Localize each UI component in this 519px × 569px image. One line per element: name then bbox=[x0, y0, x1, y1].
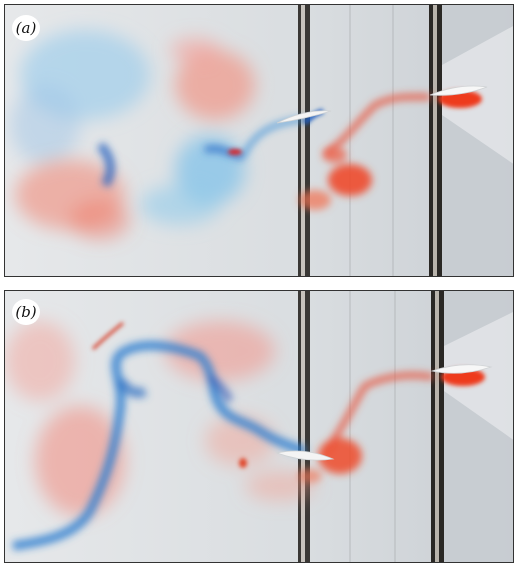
panel-b: (b) bbox=[4, 290, 514, 563]
dye-light-blue bbox=[10, 30, 245, 225]
panel-b-photo bbox=[5, 291, 513, 562]
airfoil-rear bbox=[429, 85, 488, 96]
dye-light-red bbox=[15, 38, 255, 240]
panel-a-label: (a) bbox=[12, 15, 40, 41]
dye-red-core bbox=[298, 372, 434, 483]
airfoil-rear bbox=[430, 364, 493, 374]
dye-light-red bbox=[5, 321, 315, 516]
dye-blue-streak bbox=[12, 341, 307, 551]
panel-a-photo bbox=[5, 5, 513, 276]
panel-b-label: (b) bbox=[12, 299, 40, 325]
panel-a: (a) bbox=[4, 4, 514, 277]
dye-red-core bbox=[299, 147, 372, 210]
airfoil-front bbox=[275, 450, 335, 461]
airfoil-front bbox=[276, 110, 332, 124]
